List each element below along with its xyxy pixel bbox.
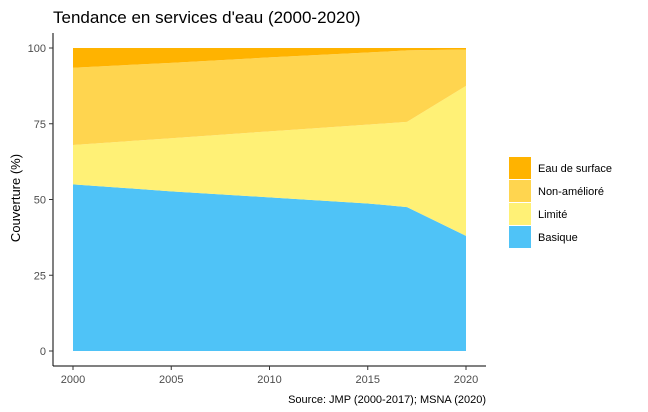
x-tick-label: 2000 — [61, 374, 85, 386]
legend-swatch-limite — [509, 203, 531, 225]
y-tick-label: 75 — [34, 119, 46, 131]
y-tick-label: 25 — [34, 270, 46, 282]
legend-swatch-eau-de-surface — [509, 157, 531, 179]
y-tick-label: 0 — [40, 346, 46, 358]
chart-title: Tendance en services d'eau (2000-2020) — [53, 8, 361, 27]
x-tick-label: 2005 — [159, 374, 183, 386]
chart-caption: Source: JMP (2000-2017); MSNA (2020) — [288, 394, 486, 406]
x-tick-label: 2015 — [356, 374, 380, 386]
area-non-ameliore — [73, 49, 466, 145]
legend-label-limite: Limité — [538, 209, 567, 221]
legend-label-basique: Basique — [538, 232, 578, 244]
y-axis-label: Couverture (%) — [8, 154, 23, 242]
y-axis-ticks: 0 25 50 75 100 — [28, 43, 53, 358]
area-layers — [73, 48, 466, 351]
x-tick-label: 2020 — [454, 374, 478, 386]
legend-swatch-non-ameliore — [509, 180, 531, 202]
x-tick-label: 2010 — [257, 374, 281, 386]
area-basique — [73, 184, 466, 351]
y-tick-label: 100 — [28, 43, 46, 55]
legend-label-eau-de-surface: Eau de surface — [538, 163, 612, 175]
legend: Eau de surface Non-amélioré Limité Basique — [509, 157, 612, 248]
legend-label-non-ameliore: Non-amélioré — [538, 186, 604, 198]
y-tick-label: 50 — [34, 195, 46, 207]
area-limite — [73, 85, 466, 236]
legend-swatch-basique — [509, 226, 531, 248]
x-axis-ticks: 2000 2005 2010 2015 2020 — [61, 366, 478, 386]
area-eau-de-surface — [73, 48, 466, 68]
